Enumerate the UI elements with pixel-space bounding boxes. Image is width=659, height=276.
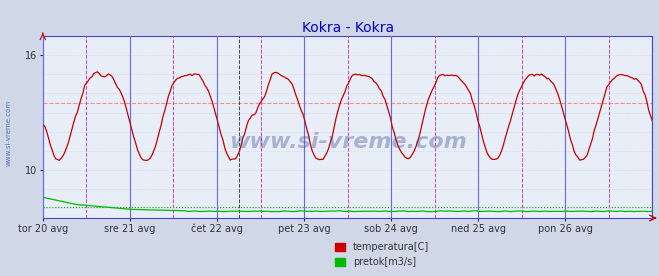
Text: www.si-vreme.com: www.si-vreme.com	[5, 99, 11, 166]
Text: www.si-vreme.com: www.si-vreme.com	[229, 132, 467, 152]
Title: Kokra - Kokra: Kokra - Kokra	[302, 21, 393, 35]
Legend: temperatura[C], pretok[m3/s]: temperatura[C], pretok[m3/s]	[331, 238, 433, 271]
